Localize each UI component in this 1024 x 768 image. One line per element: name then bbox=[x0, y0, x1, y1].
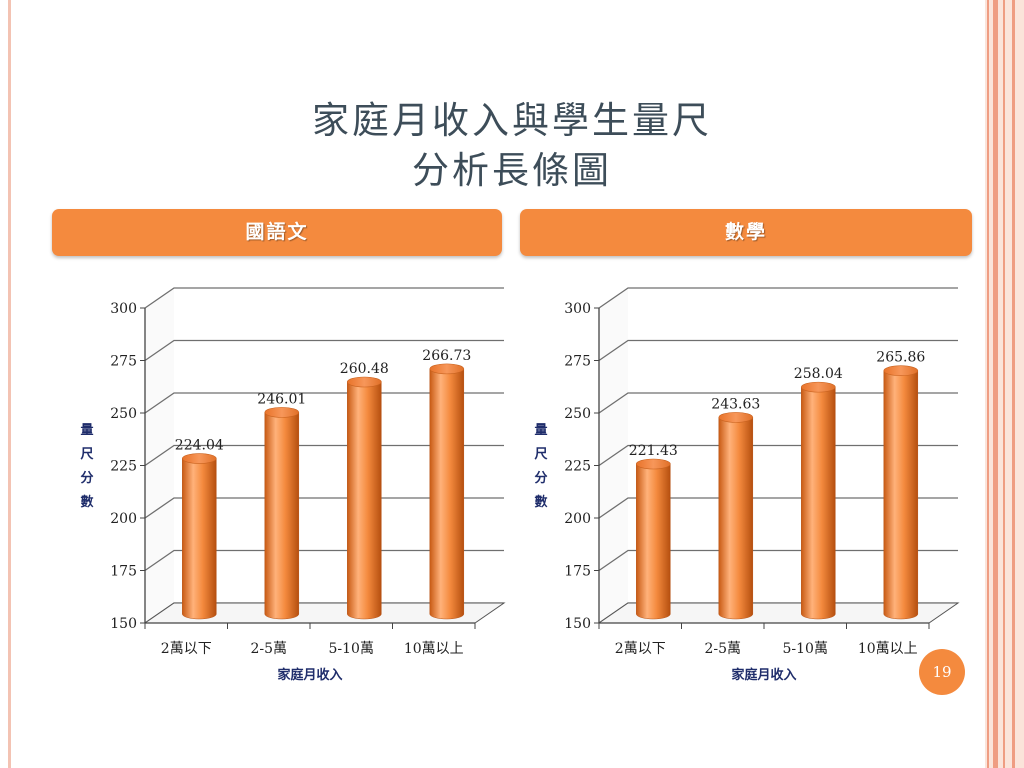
bar-body bbox=[801, 386, 836, 620]
bar-body bbox=[264, 412, 300, 620]
slide-title-line-1: 家庭月收入與學生量尺 bbox=[312, 99, 712, 142]
x-category-label: 2-5萬 bbox=[704, 641, 741, 657]
bar bbox=[182, 453, 217, 620]
bar bbox=[883, 365, 919, 620]
gridline bbox=[144, 339, 504, 362]
y-tick-label: 275 bbox=[564, 354, 591, 370]
y-axis-title: 量尺分數 bbox=[534, 423, 547, 510]
x-category-label: 2-5萬 bbox=[250, 641, 287, 657]
bar-value-label: 265.86 bbox=[876, 350, 925, 366]
x-axis-title: 家庭月收入 bbox=[731, 667, 796, 683]
slide-title-line-2: 分析長條圖 bbox=[412, 149, 612, 192]
slide-frame-left bbox=[8, 0, 11, 768]
math-panel-header: 數學 bbox=[520, 209, 972, 256]
bar bbox=[346, 376, 382, 620]
y-tick-label: 300 bbox=[564, 301, 591, 317]
bar bbox=[264, 407, 300, 620]
gridline bbox=[144, 444, 504, 467]
bar-body bbox=[347, 381, 382, 620]
bar-value-label: 260.48 bbox=[340, 361, 389, 377]
gridline bbox=[144, 549, 504, 572]
bar-top bbox=[718, 412, 754, 423]
bar-value-label: 246.01 bbox=[257, 391, 306, 407]
bar-top bbox=[429, 363, 465, 375]
y-tick-label: 225 bbox=[110, 459, 137, 475]
bar-value-label: 221.43 bbox=[629, 443, 678, 459]
gridline bbox=[598, 497, 958, 519]
bar-top bbox=[182, 453, 217, 464]
y-tick-label: 175 bbox=[564, 564, 591, 580]
slide-title: 家庭月收入與學生量尺 分析長條圖 bbox=[200, 96, 824, 196]
gridline bbox=[598, 287, 958, 309]
bar-value-label: 243.63 bbox=[711, 396, 760, 412]
x-category-label: 10萬以上 bbox=[858, 641, 918, 657]
bar bbox=[636, 458, 671, 620]
y-tick-label: 250 bbox=[110, 406, 137, 422]
y-tick-label: 225 bbox=[564, 459, 591, 475]
y-tick-label: 275 bbox=[110, 354, 137, 370]
bar-top bbox=[636, 458, 671, 470]
bar-body bbox=[182, 458, 217, 620]
x-category-label: 10萬以上 bbox=[404, 641, 464, 657]
gridline bbox=[598, 444, 958, 467]
gridline bbox=[144, 392, 504, 414]
bar-top bbox=[800, 381, 836, 393]
page-number-badge: 19 bbox=[919, 649, 965, 695]
gridline bbox=[598, 339, 958, 362]
gridline bbox=[144, 287, 504, 309]
bar-body bbox=[429, 368, 465, 620]
y-tick-label: 200 bbox=[110, 511, 137, 527]
chinese-panel-header: 國語文 bbox=[52, 209, 502, 256]
bar-value-label: 258.04 bbox=[794, 366, 843, 382]
chinese-score-chart: 150 175 200 225 250 275 300 224.04 2萬以下 246.01 2-5… bbox=[80, 287, 506, 683]
bar-top bbox=[264, 407, 300, 418]
frame-stripe bbox=[993, 0, 998, 768]
y-tick-label: 200 bbox=[564, 511, 591, 527]
bar-top bbox=[883, 365, 919, 376]
bar-body bbox=[718, 417, 754, 620]
x-category-label: 5-10萬 bbox=[329, 641, 374, 657]
frame-stripe bbox=[1003, 0, 1005, 768]
x-category-label: 2萬以下 bbox=[615, 641, 666, 657]
frame-stripe bbox=[1012, 0, 1015, 768]
bar-top bbox=[346, 376, 382, 388]
x-axis-title: 家庭月收入 bbox=[277, 667, 342, 683]
bar bbox=[718, 412, 754, 620]
y-tick-label: 250 bbox=[564, 406, 591, 422]
y-axis-title: 量尺分數 bbox=[80, 423, 93, 510]
bar bbox=[429, 363, 465, 620]
x-category-label: 5-10萬 bbox=[783, 641, 828, 657]
bar-body bbox=[883, 370, 919, 620]
bar-value-label: 266.73 bbox=[422, 348, 471, 364]
x-category-label: 2萬以下 bbox=[161, 641, 212, 657]
y-tick-label: 150 bbox=[110, 616, 137, 632]
bar-body bbox=[636, 463, 671, 620]
frame-stripe bbox=[987, 0, 989, 768]
bar-value-label: 224.04 bbox=[175, 438, 224, 454]
gridline bbox=[598, 392, 958, 414]
y-tick-label: 175 bbox=[110, 564, 137, 580]
y-tick-label: 150 bbox=[564, 616, 591, 632]
math-score-chart: 150 175 200 225 250 275 300 221.43 2萬以下 243.63 2-5… bbox=[534, 287, 960, 683]
gridline bbox=[598, 549, 958, 572]
y-tick-label: 300 bbox=[110, 301, 137, 317]
gridline bbox=[144, 497, 504, 519]
bar bbox=[800, 381, 836, 620]
